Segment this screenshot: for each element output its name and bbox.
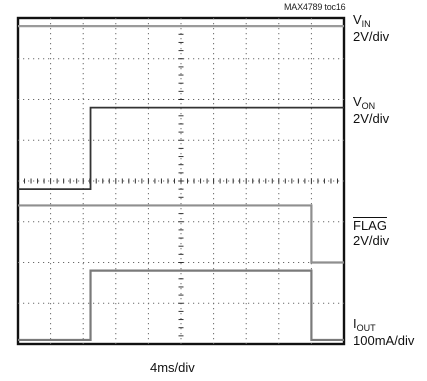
trace-von <box>18 106 344 191</box>
trace-iout <box>18 269 344 342</box>
x-scale-label: 4ms/div <box>150 360 195 375</box>
trace-flag <box>18 204 344 264</box>
traces <box>18 25 344 342</box>
scale-von: 2V/div <box>353 111 390 126</box>
scale-flag: 2V/div <box>353 233 390 248</box>
scale-vin: 2V/div <box>353 29 390 44</box>
grid <box>18 18 344 344</box>
series-label-von: VON 2V/div <box>353 94 390 126</box>
series-label-vin: VIN 2V/div <box>353 12 390 44</box>
series-label-flag: FLAG 2V/div <box>353 218 390 248</box>
series-label-iout: IOUT 100mA/div <box>353 316 415 348</box>
scale-iout: 100mA/div <box>353 333 415 348</box>
part-tag: MAX4789 toc16 <box>284 2 346 12</box>
